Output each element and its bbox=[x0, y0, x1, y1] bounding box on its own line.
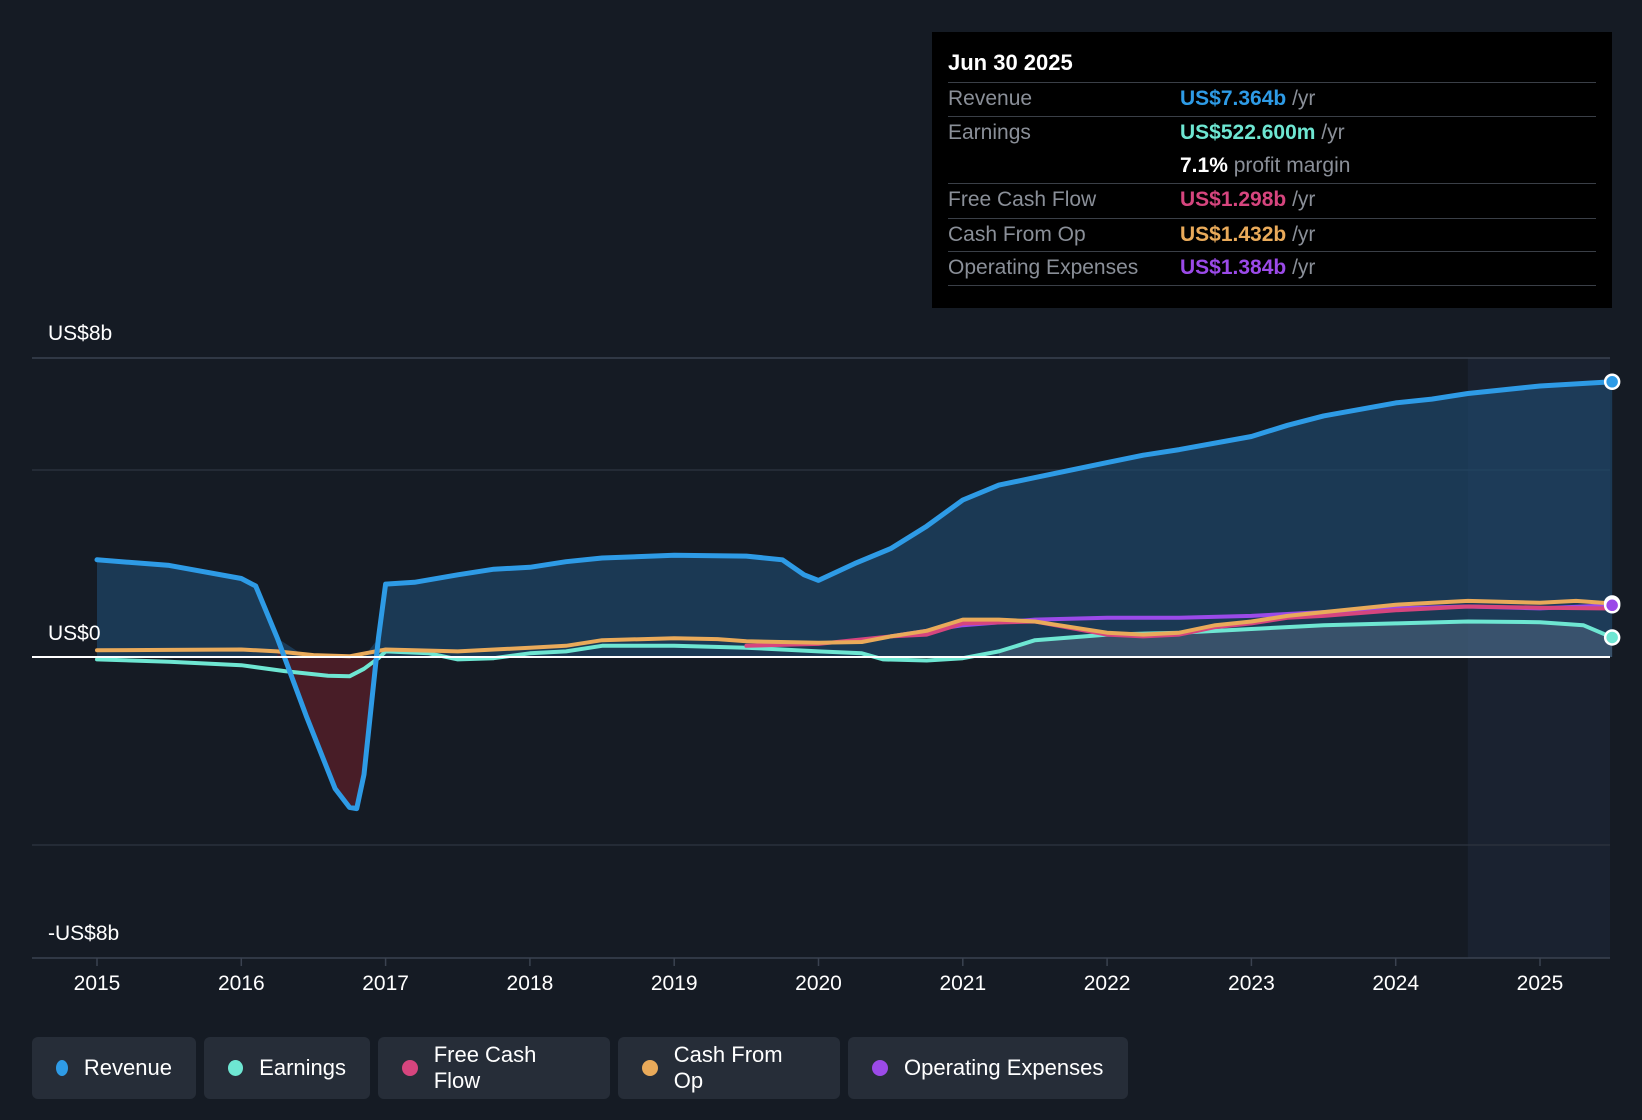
tooltip-unit-text: /yr bbox=[1286, 188, 1316, 211]
tooltip-unit-text: /yr bbox=[1286, 87, 1316, 110]
tooltip-row: Earnings US$522.600m /yr bbox=[948, 116, 1596, 151]
series-endpoints bbox=[1603, 373, 1621, 646]
legend-label: Revenue bbox=[83, 1055, 172, 1080]
tooltip-unit-text: /yr bbox=[1286, 223, 1316, 246]
y-tick-label: US$8b bbox=[48, 322, 112, 345]
legend-item-revenue[interactable]: Revenue bbox=[32, 1037, 196, 1099]
cash-from-op-line bbox=[95, 598, 1615, 659]
legend-dot-icon bbox=[642, 1060, 658, 1076]
x-tick-label: 2017 bbox=[362, 972, 409, 995]
tooltip-date: Jun 30 2025 bbox=[948, 50, 1073, 75]
legend-dot-icon bbox=[872, 1060, 888, 1076]
tooltip-row: Operating Expenses US$1.384b /yr bbox=[948, 251, 1596, 286]
gridlines bbox=[32, 357, 1610, 959]
tooltip-row-value: US$1.298b /yr bbox=[1180, 188, 1315, 212]
legend-dot-icon bbox=[56, 1060, 68, 1076]
y-tick-label: US$0 bbox=[48, 622, 101, 645]
legend-dot-icon bbox=[228, 1060, 244, 1076]
legend-label: Earnings bbox=[259, 1055, 346, 1080]
legend-label: Free Cash Flow bbox=[433, 1042, 537, 1093]
x-axis-labels: 2015 2016 2017 2018 2019 2020 2021 2022 2023 2024… bbox=[74, 958, 1564, 995]
series-areas bbox=[97, 381, 1613, 809]
x-tick-label: 2016 bbox=[218, 972, 265, 995]
tooltip-value-text: US$1.432b bbox=[1180, 223, 1287, 246]
tooltip-divider bbox=[948, 285, 1596, 286]
revenue-negative-area bbox=[277, 638, 379, 809]
tooltip-value-text: 7.1% bbox=[1180, 154, 1228, 177]
operating-expenses-endpoint bbox=[1603, 597, 1621, 614]
tooltip-row-label: Earnings bbox=[948, 121, 1031, 144]
revenue-area bbox=[97, 381, 1613, 657]
legend-item-cash-from-op[interactable]: Cash From Op bbox=[618, 1037, 840, 1099]
tooltip-row: 7.1% profit margin bbox=[948, 150, 1596, 184]
x-tick-label: 2025 bbox=[1517, 972, 1564, 995]
y-tick-label: -US$8b bbox=[48, 922, 119, 945]
tooltip-value-text: US$7.364b bbox=[1180, 87, 1287, 110]
tooltip-row-value: US$1.384b /yr bbox=[1180, 256, 1315, 280]
tooltip-row-value: US$1.432b /yr bbox=[1180, 223, 1315, 247]
tooltip-panel: Jun 30 2025 Revenue US$7.364b /yr Earnings… bbox=[932, 32, 1612, 308]
tooltip-value-text: US$1.384b bbox=[1180, 256, 1287, 279]
tooltip-value-text: US$522.600m bbox=[1180, 121, 1316, 144]
legend-label: Cash From Op bbox=[673, 1042, 783, 1093]
x-tick-label: 2021 bbox=[939, 972, 986, 995]
earnings-endpoint bbox=[1603, 629, 1621, 646]
x-tick-label: 2019 bbox=[651, 972, 698, 995]
tooltip-row-value: 7.1% profit margin bbox=[1180, 154, 1350, 178]
tooltip-value-text: US$1.298b bbox=[1180, 188, 1287, 211]
tooltip-unit-text: profit margin bbox=[1227, 154, 1351, 177]
x-tick-label: 2023 bbox=[1228, 972, 1275, 995]
tooltip-row-label: Operating Expenses bbox=[948, 256, 1139, 279]
x-tick-label: 2022 bbox=[1084, 972, 1131, 995]
tooltip-row-label: Revenue bbox=[948, 87, 1033, 110]
revenue-endpoint bbox=[1603, 373, 1621, 391]
revenue-line bbox=[94, 379, 1615, 812]
earnings-area bbox=[998, 621, 1613, 657]
tooltip-unit-text: /yr bbox=[1286, 256, 1316, 279]
x-tick-label: 2024 bbox=[1372, 972, 1419, 995]
x-tick-label: 2015 bbox=[74, 972, 121, 995]
legend-item-earnings[interactable]: Earnings bbox=[204, 1037, 370, 1099]
x-tick-label: 2018 bbox=[507, 972, 554, 995]
legend-item-free-cash-flow[interactable]: Free Cash Flow bbox=[378, 1037, 610, 1099]
tooltip-row: Cash From Op US$1.432b /yr bbox=[948, 218, 1596, 253]
legend-item-operating-expenses[interactable]: Operating Expenses bbox=[848, 1037, 1128, 1099]
x-tick-label: 2020 bbox=[795, 972, 842, 995]
legend-dot-icon bbox=[402, 1060, 418, 1076]
tooltip-row: Free Cash Flow US$1.298b /yr bbox=[948, 183, 1596, 218]
tooltip-unit-text: /yr bbox=[1315, 121, 1345, 144]
tooltip-row-value: US$7.364b /yr bbox=[1180, 87, 1315, 111]
tooltip-row-value: US$522.600m /yr bbox=[1180, 121, 1345, 145]
tooltip-row: Revenue US$7.364b /yr bbox=[948, 82, 1596, 117]
tooltip-row-label: Free Cash Flow bbox=[948, 188, 1097, 211]
legend-label: Operating Expenses bbox=[904, 1055, 1104, 1080]
y-axis-labels: US$8b US$0 -US$8b bbox=[48, 322, 119, 945]
tooltip-row-label: Cash From Op bbox=[948, 223, 1086, 246]
series-lines bbox=[32, 379, 1615, 812]
